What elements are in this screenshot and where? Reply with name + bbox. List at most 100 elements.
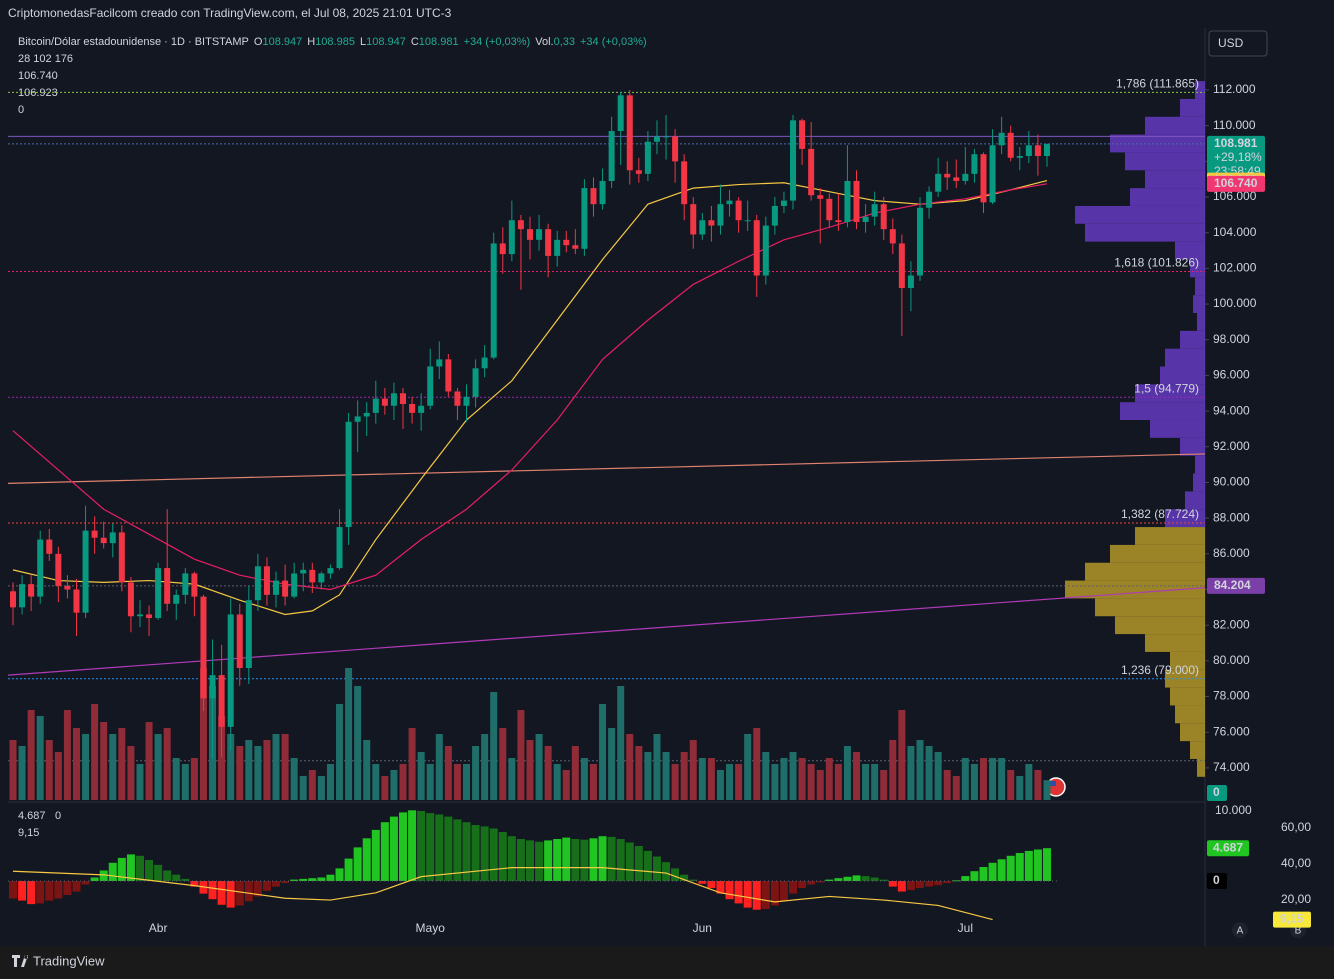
y-tick-label: 112.000 bbox=[1213, 82, 1256, 96]
candle-body bbox=[263, 566, 270, 595]
price-tag bbox=[1207, 135, 1265, 180]
button-b-label[interactable]: B bbox=[1295, 926, 1302, 937]
volume-bar bbox=[925, 746, 933, 800]
candle-body bbox=[182, 573, 189, 595]
y-tick-label: 76.000 bbox=[1213, 724, 1250, 738]
candle-body bbox=[608, 131, 615, 181]
candle-body bbox=[554, 239, 561, 256]
candle-body bbox=[980, 154, 987, 203]
oscillator-bar bbox=[571, 838, 580, 881]
volume-bar bbox=[163, 728, 171, 800]
volume-bar bbox=[27, 710, 35, 800]
candle-body bbox=[490, 243, 497, 358]
oscillator-bar bbox=[906, 880, 915, 891]
candle-body bbox=[418, 405, 425, 413]
oscillator-bar bbox=[589, 838, 598, 881]
candle-body bbox=[136, 614, 143, 617]
volume-bar bbox=[880, 770, 888, 800]
volume-bar bbox=[363, 740, 371, 800]
volume-bar bbox=[145, 722, 153, 800]
legend-item: 108.947 bbox=[262, 36, 302, 48]
candle-body bbox=[517, 220, 524, 230]
y-tick-label: 98.000 bbox=[1213, 332, 1250, 346]
volume-bar bbox=[544, 746, 552, 800]
volume-bar bbox=[635, 746, 643, 800]
currency-button[interactable] bbox=[1208, 30, 1268, 57]
candle-body bbox=[889, 229, 896, 244]
volume-bar bbox=[580, 758, 588, 800]
oscillator-bar bbox=[389, 816, 398, 881]
oscillator-bar bbox=[444, 816, 453, 881]
oscillator-bar bbox=[353, 847, 362, 881]
volume-bar bbox=[63, 710, 71, 800]
button-a[interactable] bbox=[1232, 922, 1248, 938]
price-tag bbox=[1207, 175, 1265, 192]
volume-bar bbox=[934, 752, 942, 800]
oscillator-bar bbox=[126, 854, 135, 881]
profile-bar bbox=[1120, 402, 1205, 421]
oscillator-bar bbox=[789, 880, 798, 894]
volume-bar bbox=[798, 758, 806, 800]
candle-body bbox=[236, 614, 243, 668]
profile-bar bbox=[1195, 455, 1205, 474]
oscillator-bar bbox=[843, 876, 852, 881]
candle-body bbox=[762, 225, 769, 276]
candle-body bbox=[898, 243, 905, 289]
volume-bar bbox=[535, 734, 543, 800]
volume-bar bbox=[172, 758, 180, 800]
candle-body bbox=[73, 589, 80, 613]
oscillator-bar bbox=[680, 874, 689, 881]
candle-body bbox=[953, 177, 960, 181]
volume-bar bbox=[961, 758, 969, 800]
oscillator-tag bbox=[1207, 840, 1249, 857]
footer-bar bbox=[0, 946, 1334, 979]
x-tick-label: Jul bbox=[958, 921, 973, 935]
button-a-label[interactable]: A bbox=[1237, 926, 1244, 937]
oscillator-bar bbox=[671, 868, 680, 881]
oscillator-legend: 9,15 bbox=[18, 827, 39, 839]
oscillator-bar bbox=[525, 840, 534, 881]
oscillator-legend: 4.687 bbox=[18, 810, 46, 822]
volume-bar bbox=[299, 776, 307, 800]
oscillator-bar bbox=[480, 826, 489, 881]
candle-body bbox=[726, 200, 733, 205]
candle-body bbox=[91, 530, 98, 538]
candle-body bbox=[118, 532, 125, 583]
volume-bar bbox=[36, 716, 44, 800]
candle-body bbox=[1025, 145, 1032, 156]
currency-label[interactable]: USD bbox=[1218, 36, 1244, 50]
volume-bar bbox=[317, 776, 325, 800]
oscillator-bar bbox=[399, 812, 408, 881]
oscillator-bar bbox=[335, 868, 344, 881]
candle-body bbox=[563, 239, 570, 246]
oscillator-bar bbox=[18, 880, 27, 901]
profile-bar bbox=[1130, 188, 1205, 206]
oscillator-bar bbox=[45, 880, 54, 901]
oscillator-bar bbox=[1033, 849, 1042, 881]
oscillator-bar bbox=[770, 880, 779, 906]
oscillator-bar bbox=[117, 857, 126, 881]
candle-body bbox=[109, 532, 116, 544]
oscillator-bar bbox=[970, 871, 979, 881]
candle-body bbox=[381, 398, 388, 406]
y-tick-label: 92.000 bbox=[1213, 439, 1250, 453]
x-tick-label: Abr bbox=[149, 921, 168, 935]
candle-body bbox=[472, 368, 479, 397]
y-tick-label: 82.000 bbox=[1213, 617, 1250, 631]
candle-body bbox=[626, 95, 633, 171]
volume-bar bbox=[426, 764, 434, 800]
volume-bar bbox=[1016, 776, 1024, 800]
oscillator-bar bbox=[979, 866, 988, 881]
oscillator-bar bbox=[888, 880, 897, 887]
volume-bar bbox=[290, 758, 298, 800]
legend-item: +34 (+0,03%) bbox=[464, 36, 531, 48]
candle-body bbox=[46, 539, 53, 554]
indicator-value: 28 102 176 bbox=[18, 53, 73, 65]
oscillator-bar bbox=[997, 859, 1006, 881]
candle-body bbox=[699, 220, 706, 235]
indicator-value: 106.923 bbox=[18, 87, 58, 99]
candle-body bbox=[917, 207, 923, 276]
candle-body bbox=[200, 596, 207, 699]
oscillator-bar bbox=[580, 839, 589, 881]
